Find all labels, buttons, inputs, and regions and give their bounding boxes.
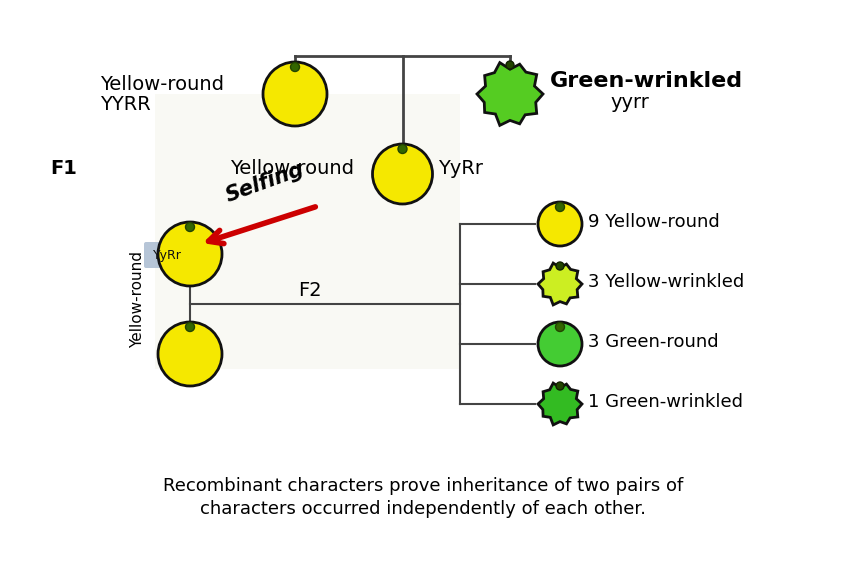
Circle shape — [185, 323, 195, 332]
Circle shape — [373, 144, 433, 204]
Circle shape — [556, 202, 564, 212]
Circle shape — [158, 222, 222, 286]
Text: Selfing: Selfing — [223, 159, 307, 206]
Circle shape — [398, 144, 407, 153]
Circle shape — [538, 202, 582, 246]
Text: 9 Yellow-round: 9 Yellow-round — [588, 213, 720, 231]
Text: YYRR: YYRR — [100, 95, 151, 113]
Text: Yellow-round: Yellow-round — [230, 160, 354, 178]
Text: Recombinant characters prove inheritance of two pairs of: Recombinant characters prove inheritance… — [163, 477, 684, 495]
Circle shape — [538, 322, 582, 366]
Circle shape — [556, 262, 564, 270]
Circle shape — [185, 223, 195, 231]
Circle shape — [556, 382, 564, 390]
Text: F2: F2 — [298, 280, 322, 299]
Text: characters occurred independently of each other.: characters occurred independently of eac… — [200, 500, 646, 518]
Text: YyRr: YyRr — [152, 249, 181, 262]
Text: 3 Green-round: 3 Green-round — [588, 333, 718, 351]
Polygon shape — [477, 63, 543, 125]
Text: 1 Green-wrinkled: 1 Green-wrinkled — [588, 393, 743, 411]
Text: Yellow-round: Yellow-round — [100, 74, 224, 94]
Polygon shape — [538, 383, 582, 425]
Text: 3 Yellow-wrinkled: 3 Yellow-wrinkled — [588, 273, 745, 291]
Circle shape — [556, 323, 564, 332]
Circle shape — [158, 322, 222, 386]
Polygon shape — [538, 263, 582, 305]
Polygon shape — [155, 94, 460, 369]
Text: Green-wrinkled: Green-wrinkled — [550, 71, 743, 91]
FancyBboxPatch shape — [144, 242, 190, 268]
Circle shape — [263, 62, 327, 126]
Text: YyRr: YyRr — [439, 160, 484, 178]
Circle shape — [506, 61, 514, 69]
Text: F1: F1 — [50, 160, 77, 178]
Circle shape — [291, 63, 300, 72]
Text: yyrr: yyrr — [610, 92, 649, 112]
Text: Yellow-round: Yellow-round — [130, 250, 146, 347]
